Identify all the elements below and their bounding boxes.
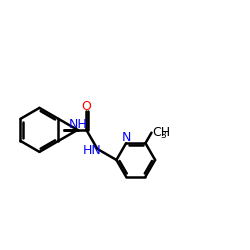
- Text: 3: 3: [160, 131, 166, 140]
- Text: HN: HN: [82, 144, 101, 157]
- Text: N: N: [122, 131, 131, 144]
- Text: O: O: [82, 100, 91, 113]
- Text: CH: CH: [153, 126, 171, 139]
- Text: NH: NH: [69, 118, 87, 131]
